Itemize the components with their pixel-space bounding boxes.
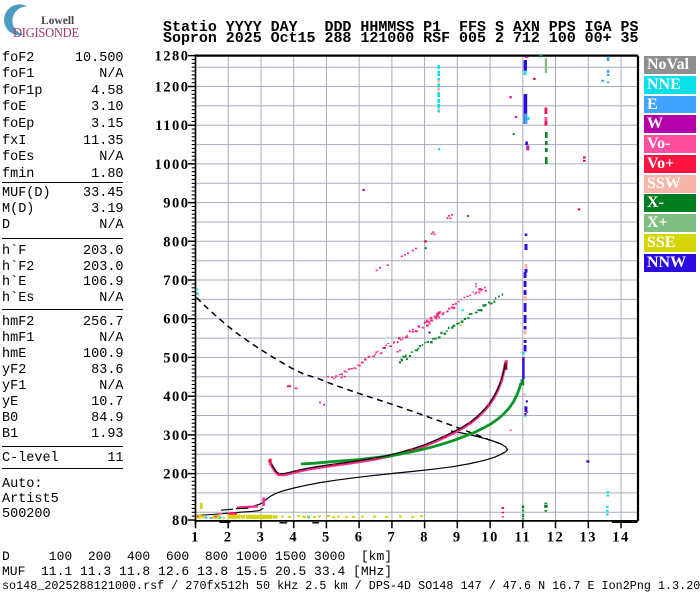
- svg-text:7: 7: [388, 530, 397, 546]
- svg-text:14: 14: [612, 530, 630, 546]
- svg-text:4: 4: [289, 530, 298, 546]
- svg-text:3: 3: [257, 530, 266, 546]
- svg-text:300: 300: [163, 428, 189, 444]
- svg-text:500: 500: [163, 350, 189, 366]
- svg-text:13: 13: [580, 530, 598, 546]
- svg-text:2: 2: [224, 530, 233, 546]
- svg-text:6: 6: [355, 530, 364, 546]
- svg-text:1: 1: [191, 530, 200, 546]
- svg-text:8: 8: [420, 530, 429, 546]
- svg-text:600: 600: [163, 312, 189, 328]
- svg-text:5: 5: [322, 530, 331, 546]
- svg-text:700: 700: [163, 273, 189, 289]
- svg-text:11: 11: [514, 530, 531, 546]
- svg-text:1000: 1000: [155, 157, 190, 173]
- svg-text:10: 10: [481, 530, 499, 546]
- svg-text:9: 9: [453, 530, 462, 546]
- svg-text:80: 80: [172, 513, 190, 529]
- svg-text:200: 200: [163, 467, 189, 483]
- svg-text:1280: 1280: [155, 49, 190, 65]
- svg-text:900: 900: [163, 196, 189, 212]
- svg-text:1100: 1100: [155, 118, 189, 134]
- svg-text:1200: 1200: [155, 80, 190, 96]
- svg-text:400: 400: [163, 389, 189, 405]
- svg-text:800: 800: [163, 234, 189, 250]
- svg-text:12: 12: [547, 530, 565, 546]
